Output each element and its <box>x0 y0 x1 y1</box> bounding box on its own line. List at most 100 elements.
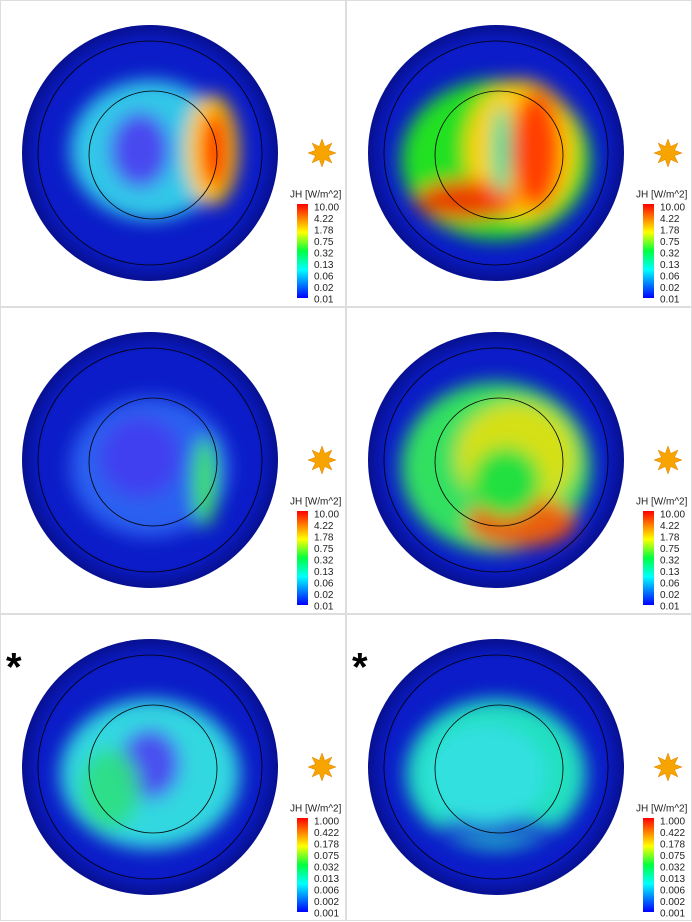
panel-border <box>0 0 346 307</box>
map-layer <box>406 699 586 849</box>
marker: * <box>352 646 368 690</box>
colorbar-tick-label: 0.075 <box>660 851 685 862</box>
colorbar-tick-label: 4.22 <box>314 214 334 225</box>
colorbar-title: JH [W/m^2] <box>290 804 342 815</box>
colorbar-title: JH [W/m^2] <box>290 497 342 508</box>
colorbar-tick-label: 0.32 <box>314 249 334 260</box>
colorbar-tick-label: 0.002 <box>314 897 339 908</box>
colorbar-tick-label: 0.13 <box>660 567 680 578</box>
colorbar-tick-label: 10.00 <box>314 510 339 521</box>
colorbar <box>297 818 308 912</box>
colorbar-tick-label: 0.75 <box>660 544 680 555</box>
colorbar <box>643 511 654 605</box>
marker: * <box>6 646 22 690</box>
panel: JH [W/m^2]10.004.221.780.750.320.130.060… <box>0 0 346 307</box>
latitude-ring <box>37 654 263 880</box>
colorbar-tick-label: 0.032 <box>660 863 685 874</box>
joule-heating-map <box>406 699 586 849</box>
colorbar-tick-label: 1.78 <box>314 226 334 237</box>
colorbar-tick-label: 0.02 <box>660 590 680 601</box>
heating-region <box>511 90 561 210</box>
colorbar-tick-label: 0.006 <box>314 886 339 897</box>
colorbar-tick-label: 0.02 <box>660 283 680 294</box>
panel-border <box>0 307 346 614</box>
heating-region <box>100 417 180 497</box>
colorbar-tick-label: 0.02 <box>314 283 334 294</box>
colorbar-tick-label: 0.178 <box>660 840 685 851</box>
map-layer <box>401 382 591 552</box>
latitude-ring <box>434 397 564 527</box>
joule-heating-map <box>401 382 591 552</box>
colorbar-tick-label: 0.075 <box>314 851 339 862</box>
colorbar-tick-label: 0.06 <box>660 579 680 590</box>
colorbar-tick-label: 0.422 <box>660 828 685 839</box>
colorbar-tick-label: 0.13 <box>314 260 334 271</box>
colorbar-tick-label: 0.178 <box>314 840 339 851</box>
latitude-ring <box>383 40 609 266</box>
heating-region <box>201 110 229 190</box>
sun-icon <box>307 445 337 475</box>
colorbar-tick-label: 4.22 <box>660 521 680 532</box>
latitude-ring <box>88 90 218 220</box>
colorbar-tick-label: 0.001 <box>660 909 685 920</box>
colorbar-tick-label: 0.422 <box>314 828 339 839</box>
colorbar <box>297 511 308 605</box>
colorbar-title: JH [W/m^2] <box>290 190 342 201</box>
colorbar-tick-label: 4.22 <box>314 521 334 532</box>
latitude-ring <box>434 90 564 220</box>
colorbar-tick-label: 0.032 <box>314 863 339 874</box>
map-layer <box>70 80 238 220</box>
colorbar-tick-label: 0.01 <box>660 295 680 306</box>
colorbar-tick-label: 0.013 <box>314 874 339 885</box>
colorbar-tick-label: 0.32 <box>660 556 680 567</box>
colorbar-tick-label: 0.06 <box>660 272 680 283</box>
joule-heating-map <box>401 80 591 240</box>
colorbar-tick-label: 10.00 <box>660 510 685 521</box>
colorbar-tick-label: 0.06 <box>314 272 334 283</box>
colorbar-tick-label: 0.13 <box>660 260 680 271</box>
latitude-ring <box>88 397 218 527</box>
colorbar-tick-label: 4.22 <box>660 214 680 225</box>
colorbar-title: JH [W/m^2] <box>636 190 688 201</box>
latitude-ring <box>88 704 218 834</box>
latitude-ring <box>434 704 564 834</box>
colorbar-tick-label: 0.75 <box>314 544 334 555</box>
colorbar-tick-label: 0.002 <box>660 897 685 908</box>
colorbar-tick-label: 0.02 <box>314 590 334 601</box>
colorbar-tick-label: 0.01 <box>660 602 680 613</box>
heating-region <box>80 749 140 829</box>
colorbar-tick-label: 0.32 <box>314 556 334 567</box>
latitude-ring <box>383 654 609 880</box>
colorbar-tick-label: 0.01 <box>314 602 334 613</box>
map-layer <box>60 699 240 849</box>
colorbar-title: JH [W/m^2] <box>636 497 688 508</box>
latitude-ring <box>383 347 609 573</box>
joule-heating-map <box>70 80 238 220</box>
colorbar-tick-label: 0.06 <box>314 579 334 590</box>
sun-icon <box>307 752 337 782</box>
colorbar-tick-label: 1.78 <box>660 533 680 544</box>
colorbar <box>643 204 654 298</box>
colorbar <box>297 204 308 298</box>
latitude-ring <box>37 40 263 266</box>
colorbar-tick-label: 1.78 <box>660 226 680 237</box>
panel: JH [W/m^2]10.004.221.780.750.320.130.060… <box>346 0 692 307</box>
panel: * JH [W/m^2] 1.0000.4220.1780.0750.0320.01… <box>346 614 692 921</box>
colorbar-tick-label: 1.000 <box>660 817 685 828</box>
heating-region <box>426 724 546 824</box>
colorbar-title: JH [W/m^2] <box>636 804 688 815</box>
joule-heating-map <box>70 397 230 537</box>
panel: JH [W/m^2]10.004.221.780.750.320.130.060… <box>346 307 692 614</box>
colorbar <box>643 818 654 912</box>
colorbar-tick-label: 0.013 <box>660 874 685 885</box>
heating-region <box>436 817 556 841</box>
map-layer <box>70 397 230 537</box>
heating-region <box>471 447 541 517</box>
colorbar-tick-label: 0.01 <box>314 295 334 306</box>
sun-icon <box>653 752 683 782</box>
colorbar-tick-label: 1.000 <box>314 817 339 828</box>
panel-border <box>0 614 346 921</box>
colorbar-tick-label: 0.75 <box>660 237 680 248</box>
